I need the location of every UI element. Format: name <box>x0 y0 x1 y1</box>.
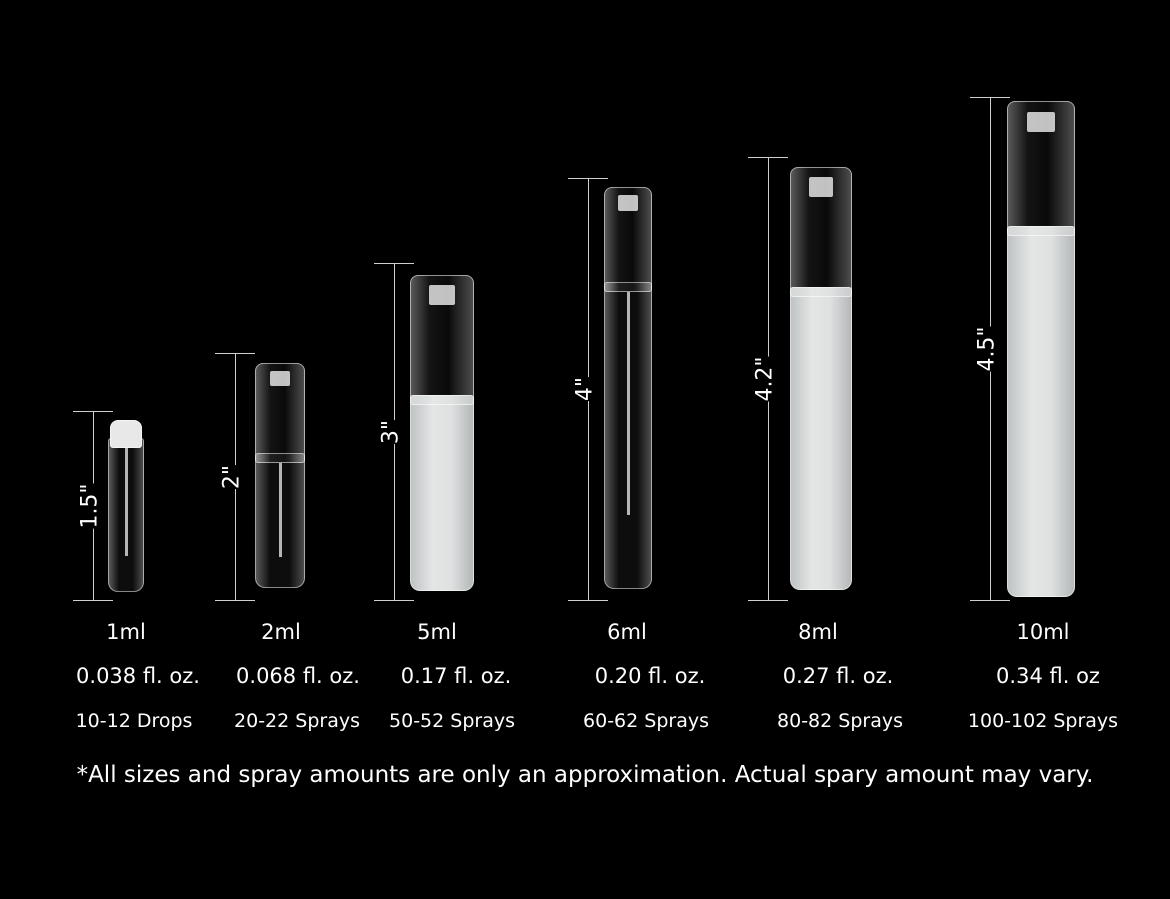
fluid-ounce-label: 0.27 fl. oz. <box>782 664 894 688</box>
spray-nozzle <box>270 371 290 386</box>
spray-count-label: 10-12 Drops <box>75 710 193 732</box>
dip-tube <box>627 292 631 515</box>
height-label: 4.2" <box>748 355 782 402</box>
volume-label: 8ml <box>798 620 838 644</box>
fluid-ounce-label: 0.34 fl. oz <box>996 664 1100 688</box>
spray-count-label: 100-102 Sprays <box>967 710 1119 732</box>
height-tick-bottom <box>215 600 255 601</box>
fluid-ounce-label: 0.038 fl. oz. <box>76 664 200 688</box>
height-label: 4" <box>568 376 602 402</box>
height-tick-top <box>970 97 1010 98</box>
fluid-ounce-label: 0.20 fl. oz. <box>594 664 706 688</box>
height-tick-bottom <box>374 600 414 601</box>
dip-tube <box>125 448 129 556</box>
footnote: *All sizes and spray amounts are only an… <box>76 762 1094 788</box>
spray-count-label: 80-82 Sprays <box>777 710 903 732</box>
dip-tube <box>279 463 282 557</box>
volume-label: 10ml <box>1016 620 1070 644</box>
height-label: 4.5" <box>970 325 1004 372</box>
spray-nozzle <box>618 195 638 212</box>
vial-image <box>255 363 305 588</box>
spray-nozzle <box>808 177 834 197</box>
vial-image <box>790 167 852 590</box>
vial-image <box>410 275 474 591</box>
fluid-ounce-label: 0.17 fl. oz. <box>400 664 512 688</box>
vial-stopper <box>110 420 142 448</box>
vial-body <box>1007 226 1075 597</box>
height-tick-top <box>374 263 414 264</box>
vial-image <box>1007 101 1075 597</box>
spray-nozzle <box>429 285 455 305</box>
volume-label: 6ml <box>607 620 647 644</box>
height-tick-bottom <box>748 600 788 601</box>
height-tick-bottom <box>73 600 113 601</box>
height-tick-bottom <box>568 600 608 601</box>
vial-image <box>604 187 652 589</box>
height-tick-top <box>215 353 255 354</box>
volume-label: 1ml <box>106 620 146 644</box>
height-tick-top <box>73 411 113 412</box>
volume-label: 2ml <box>261 620 301 644</box>
height-label: 2" <box>215 464 249 489</box>
spray-count-label: 60-62 Sprays <box>583 710 709 732</box>
vial-body <box>790 287 852 590</box>
spray-cap <box>410 275 474 405</box>
vial-image <box>108 420 144 592</box>
height-tick-bottom <box>970 600 1010 601</box>
spray-cap <box>255 363 305 463</box>
spray-nozzle <box>1027 111 1055 133</box>
volume-label: 5ml <box>417 620 457 644</box>
height-label: 3" <box>374 419 408 444</box>
height-tick-top <box>748 157 788 158</box>
fluid-ounce-label: 0.068 fl. oz. <box>236 664 360 688</box>
spray-count-label: 50-52 Sprays <box>389 710 515 732</box>
vial-body <box>410 395 474 591</box>
height-label: 1.5" <box>73 482 107 529</box>
height-tick-top <box>568 178 608 179</box>
spray-count-label: 20-22 Sprays <box>234 710 360 732</box>
